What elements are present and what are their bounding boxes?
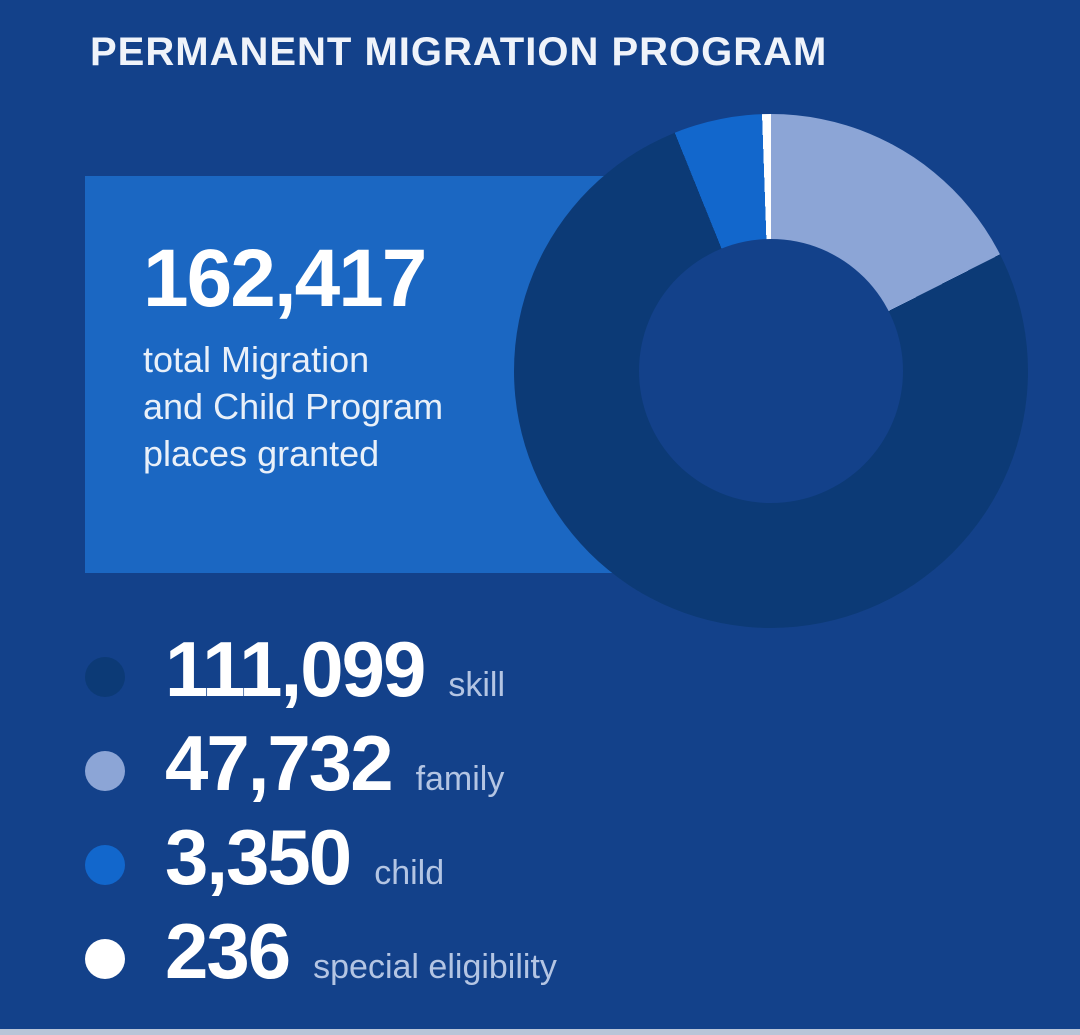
total-description-line: total Migration <box>143 339 370 380</box>
chart-legend: 111,099 skill 47,732 family 3,350 child … <box>85 630 557 1006</box>
family-bullet-icon <box>85 751 125 791</box>
legend-value: 111,099 <box>165 625 426 713</box>
legend-row-skill: 111,099 skill <box>85 630 557 724</box>
page-title: PERMANENT MIGRATION PROGRAM <box>90 30 828 74</box>
legend-row-child: 3,350 child <box>85 818 557 912</box>
legend-label: family <box>415 760 505 798</box>
skill-bullet-icon <box>85 657 125 697</box>
legend-value: 3,350 <box>165 813 352 901</box>
legend-value: 236 <box>165 907 291 995</box>
legend-label: skill <box>448 666 506 704</box>
donut-chart <box>514 114 1028 628</box>
legend-label: child <box>374 854 445 892</box>
bottom-edge-strip <box>0 1029 1080 1035</box>
legend-row-family: 47,732 family <box>85 724 557 818</box>
legend-label: special eligibility <box>313 948 557 986</box>
donut-hole <box>639 239 903 503</box>
total-description-line: and Child Program <box>143 386 444 427</box>
child-bullet-icon <box>85 845 125 885</box>
total-description-line: places granted <box>143 433 380 474</box>
total-value: 162,417 <box>143 233 427 324</box>
total-description: total Migration and Child Program places… <box>143 336 443 477</box>
special-eligibility-bullet-icon <box>85 939 125 979</box>
legend-row-special-eligibility: 236 special eligibility <box>85 912 557 1006</box>
legend-value: 47,732 <box>165 719 394 807</box>
